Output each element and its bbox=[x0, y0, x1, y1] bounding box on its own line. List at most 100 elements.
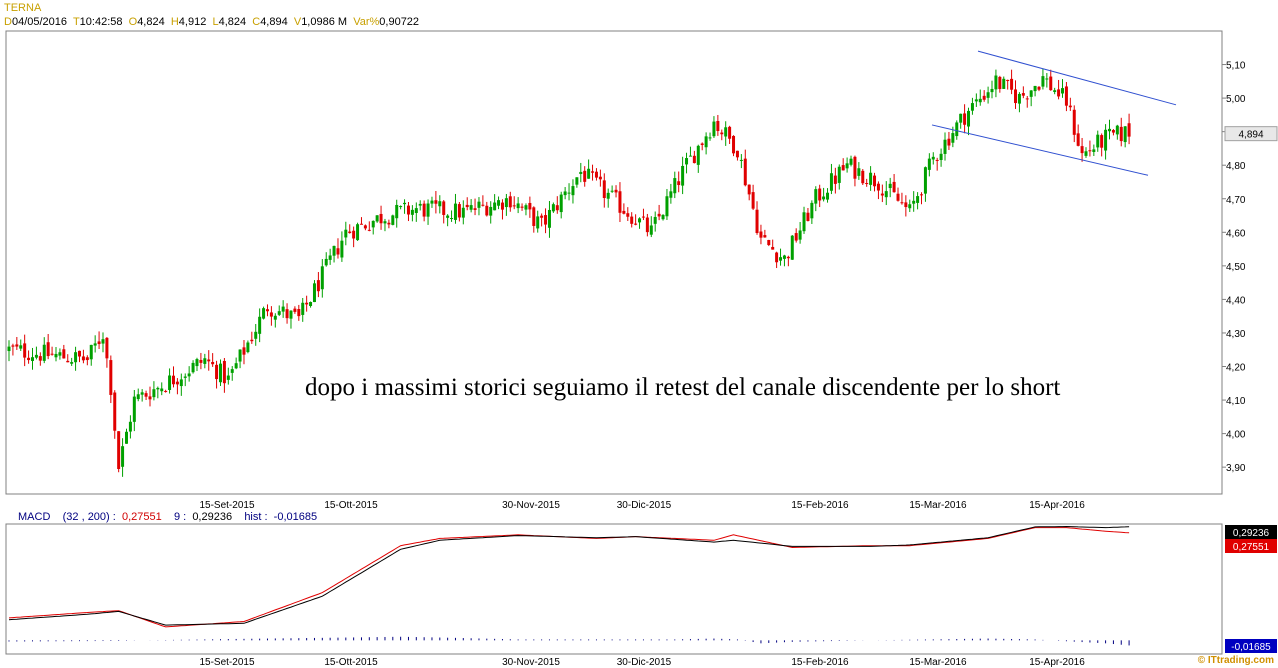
candle-body bbox=[759, 231, 763, 238]
candle-body bbox=[332, 245, 336, 256]
candle-body bbox=[383, 221, 387, 224]
candle-body bbox=[336, 248, 340, 255]
candle-body bbox=[540, 215, 544, 218]
candle-body bbox=[289, 310, 293, 319]
candle-body bbox=[912, 200, 916, 204]
candle-body bbox=[54, 353, 58, 358]
candle-body bbox=[594, 171, 598, 178]
candle-body bbox=[732, 135, 736, 154]
candle-body bbox=[994, 75, 998, 90]
candle-body bbox=[685, 158, 689, 165]
candle-body bbox=[1010, 78, 1014, 90]
candle-body bbox=[587, 168, 591, 179]
candle-body bbox=[978, 98, 982, 103]
candle-body bbox=[183, 376, 187, 378]
low-label: L bbox=[212, 16, 219, 28]
last-price-badge bbox=[1224, 126, 1278, 142]
candle-body bbox=[207, 359, 211, 362]
candle-body bbox=[1017, 93, 1021, 104]
candle-body bbox=[516, 203, 520, 209]
candle-body bbox=[884, 191, 888, 198]
candle-body bbox=[504, 198, 508, 208]
candle-body bbox=[187, 373, 191, 377]
candle-body bbox=[849, 158, 853, 165]
candle-body bbox=[497, 200, 501, 206]
macd-params: (32 , 200) : bbox=[62, 511, 116, 523]
candle-body bbox=[908, 204, 912, 209]
candle-body bbox=[1061, 88, 1065, 94]
macd-x-tick-label: 30-Dic-2015 bbox=[617, 657, 672, 668]
candle-body bbox=[493, 202, 497, 211]
hist-badge-bg bbox=[1225, 639, 1277, 653]
candle-body bbox=[826, 192, 830, 200]
candle-body bbox=[500, 202, 504, 210]
candle-body bbox=[1068, 105, 1072, 108]
candle-body bbox=[520, 206, 524, 208]
hist-value: -0,01685 bbox=[273, 511, 318, 523]
candle-body bbox=[1088, 150, 1092, 152]
open-value: 4,824 bbox=[137, 16, 165, 28]
candle-body bbox=[575, 177, 579, 185]
candle-body bbox=[140, 392, 144, 395]
symbol-title: TERNA bbox=[4, 2, 42, 14]
candle-body bbox=[931, 156, 935, 160]
candle-body bbox=[211, 361, 215, 365]
candle-body bbox=[559, 194, 563, 213]
candle-body bbox=[708, 137, 712, 139]
candle-body bbox=[638, 218, 642, 223]
candle-body bbox=[34, 354, 38, 358]
candle-body bbox=[418, 203, 422, 206]
candle-body bbox=[779, 257, 783, 261]
candle-body bbox=[818, 188, 822, 201]
macd-x-tick-label: 15-Set-2015 bbox=[199, 657, 254, 668]
candle-body bbox=[829, 173, 833, 191]
candle-body bbox=[1021, 93, 1025, 96]
candle-body bbox=[144, 393, 148, 397]
candle-body bbox=[371, 220, 375, 228]
candle-body bbox=[148, 396, 152, 400]
candle-body bbox=[1006, 79, 1010, 82]
macd-x-tick-label: 15-Feb-2016 bbox=[791, 657, 849, 668]
candle-body bbox=[524, 205, 528, 210]
candle-body bbox=[728, 126, 732, 139]
candle-body bbox=[222, 360, 226, 384]
candle-body bbox=[395, 204, 399, 219]
macd-plot-area bbox=[5, 523, 1223, 655]
candle-body bbox=[810, 202, 814, 219]
candle-body bbox=[379, 213, 383, 224]
price-chart[interactable]: 5,105,004,904,804,704,604,504,404,304,20… bbox=[0, 0, 1278, 512]
candle-body bbox=[567, 192, 571, 194]
candle-body bbox=[179, 379, 183, 387]
channel-lower-line bbox=[931, 124, 1149, 176]
candle-body bbox=[806, 212, 810, 221]
candle-body bbox=[794, 233, 798, 241]
candle-body bbox=[986, 92, 990, 98]
candle-body bbox=[767, 239, 771, 246]
candle-body bbox=[657, 213, 661, 217]
x-tick-label: 15-Set-2015 bbox=[199, 500, 254, 511]
candle-body bbox=[85, 357, 89, 361]
candle-body bbox=[246, 342, 250, 353]
candle-body bbox=[775, 252, 779, 263]
candle-body bbox=[30, 357, 34, 361]
x-tick-label: 15-Mar-2016 bbox=[909, 500, 967, 511]
candle-body bbox=[359, 223, 363, 225]
candle-body bbox=[837, 166, 841, 183]
candle-body bbox=[571, 186, 575, 196]
candle-body bbox=[876, 183, 880, 191]
candle-body bbox=[696, 145, 700, 165]
last-price-value: 4,894 bbox=[1238, 130, 1263, 141]
candle-body bbox=[688, 155, 692, 157]
candle-body bbox=[904, 202, 908, 208]
candle-body bbox=[1064, 86, 1068, 106]
candle-body bbox=[297, 309, 301, 317]
y-tick-label: 4,40 bbox=[1226, 295, 1246, 306]
signal-badge: 0,29236 bbox=[1233, 528, 1270, 539]
candle-body bbox=[262, 308, 266, 319]
candle-body bbox=[42, 344, 46, 361]
candle-body bbox=[802, 212, 806, 232]
candle-body bbox=[430, 200, 434, 204]
macd-badge: 0,27551 bbox=[1233, 542, 1270, 553]
x-tick-label: 15-Ott-2015 bbox=[324, 500, 378, 511]
